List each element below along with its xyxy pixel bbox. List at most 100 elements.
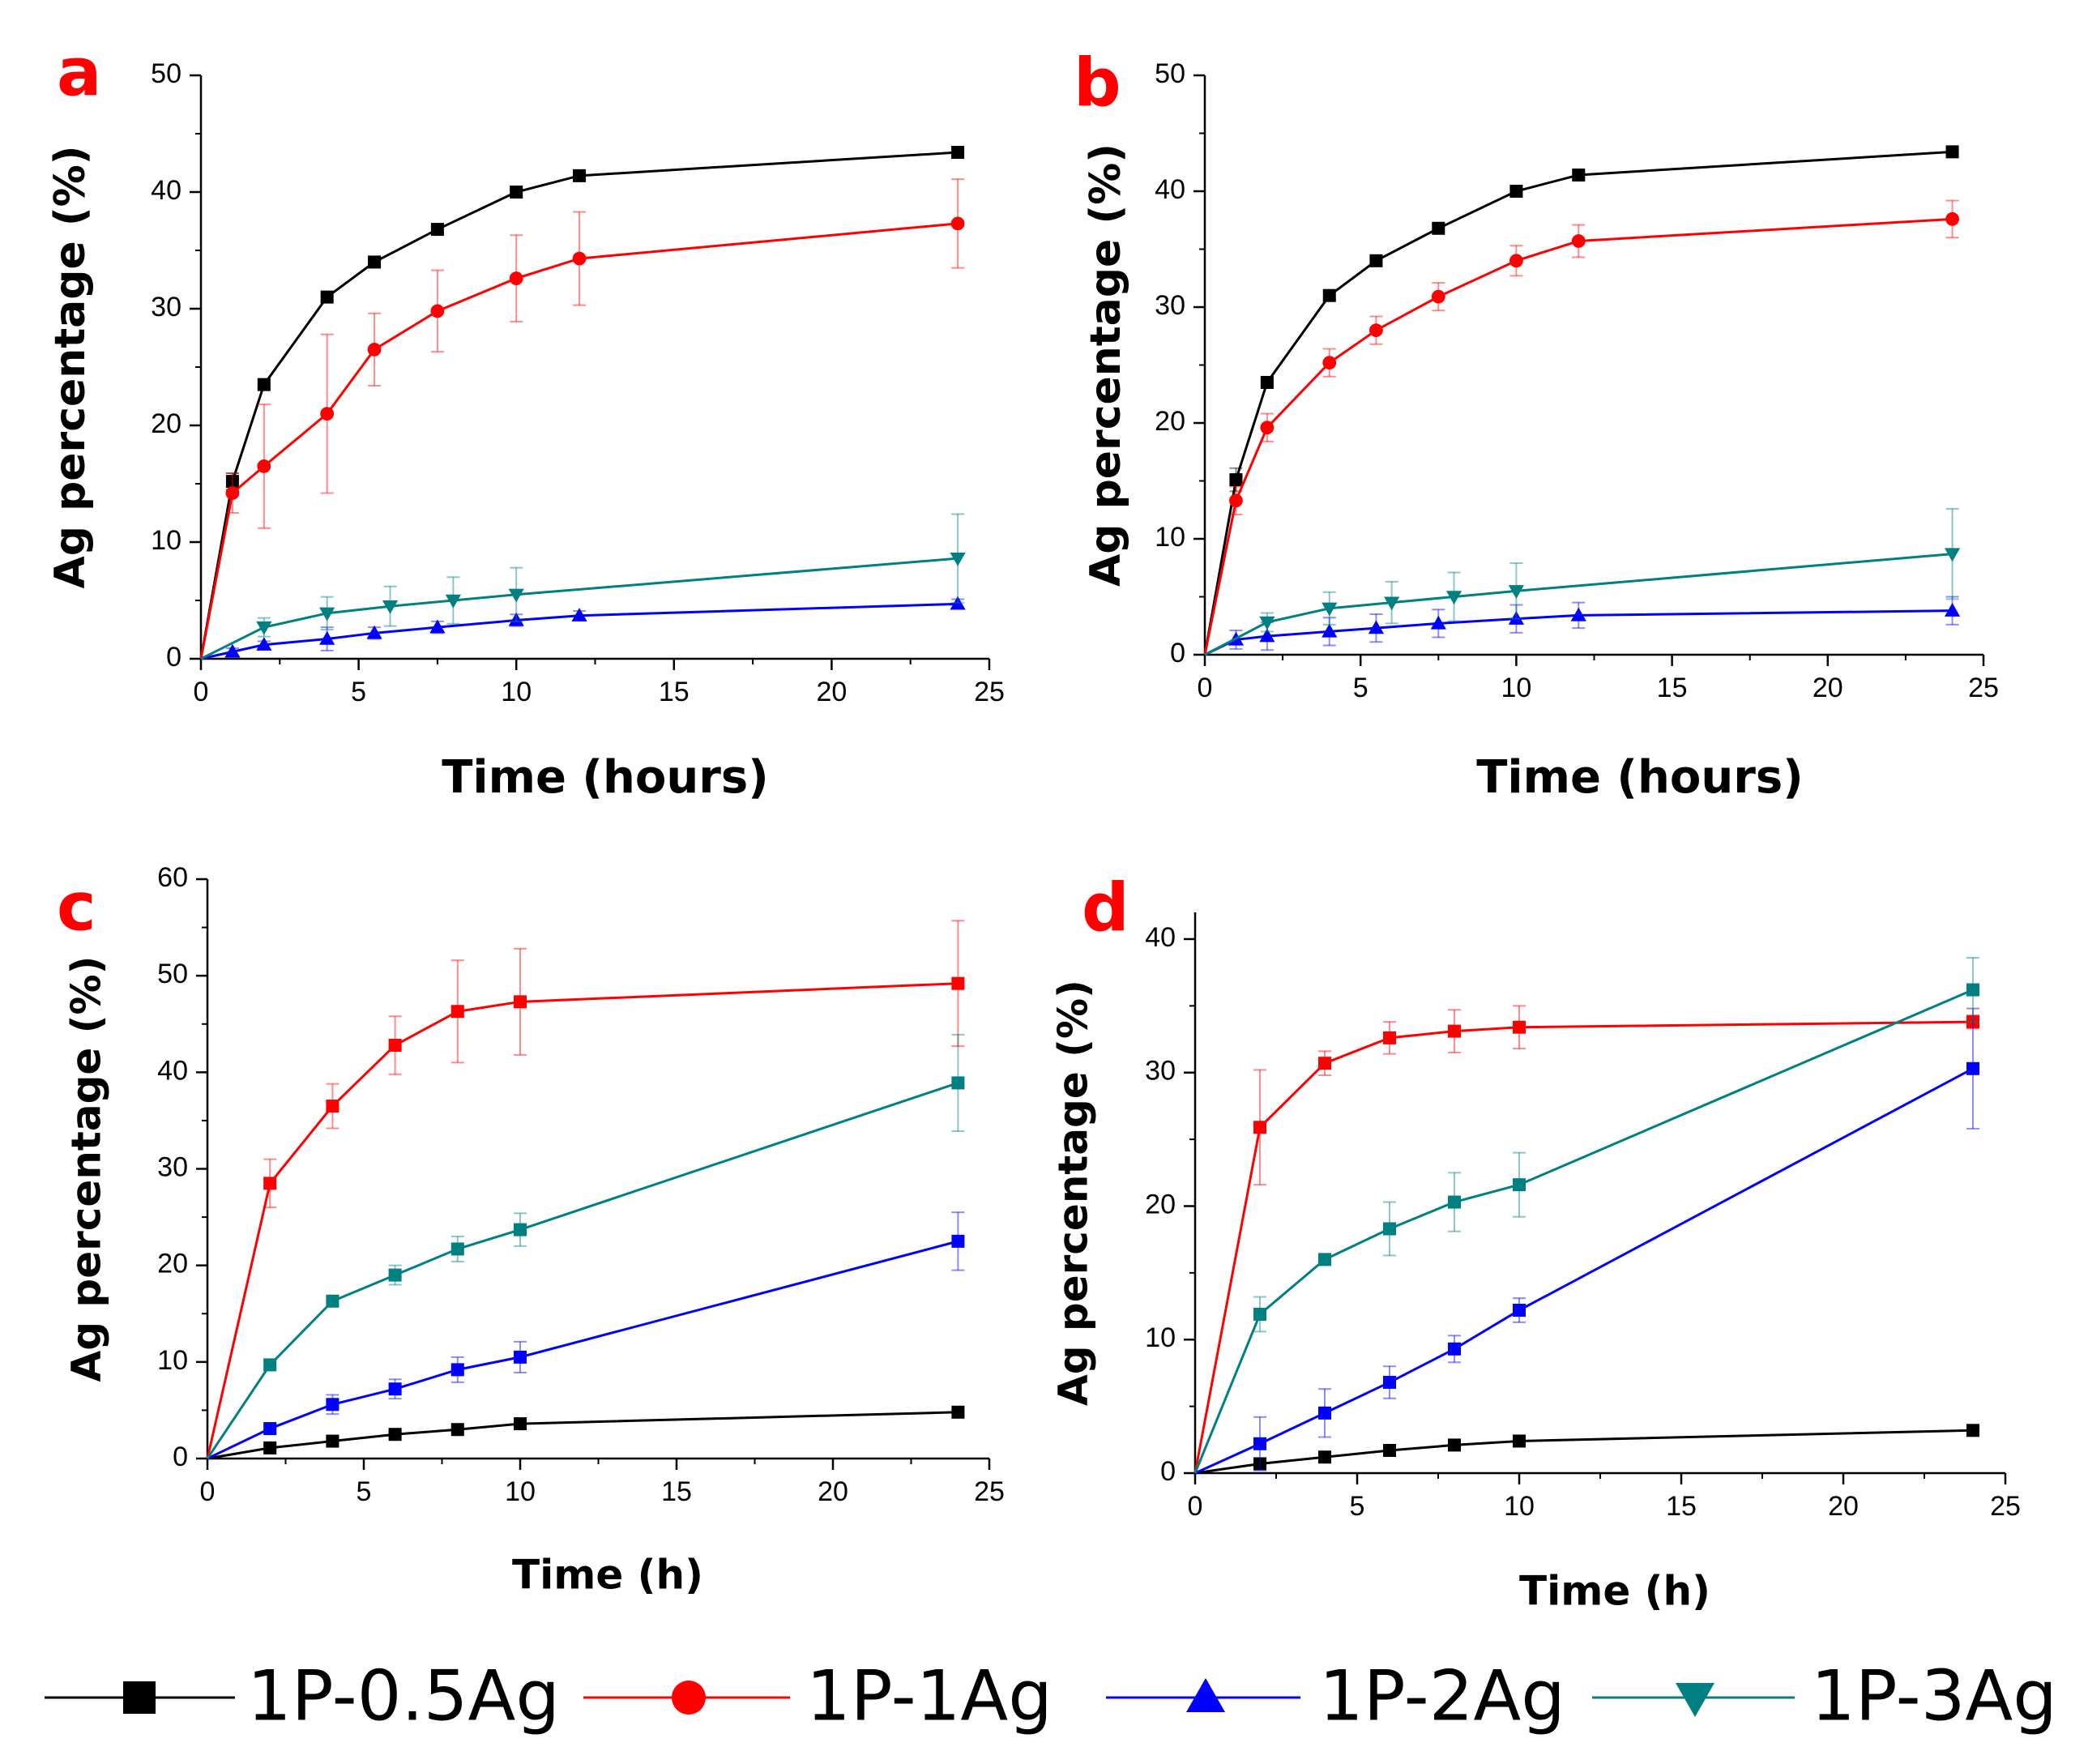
marker-square <box>1253 1121 1266 1134</box>
y-tick-label: 50 <box>157 959 188 989</box>
y-tick-label: 0 <box>1170 638 1185 668</box>
y-tick-label: 0 <box>166 642 181 673</box>
panel-label: d <box>1082 869 1129 946</box>
marker-square <box>326 1294 339 1308</box>
marker-square <box>1513 1178 1526 1192</box>
y-tick-label: 20 <box>151 408 181 439</box>
x-tick-label: 20 <box>818 1476 848 1507</box>
marker-square <box>225 475 239 489</box>
series-1P-2Ag <box>207 1211 965 1460</box>
y-axis-title: Ag percentage (%) <box>63 956 110 1382</box>
marker-square <box>450 1242 464 1256</box>
series-1P-1Ag <box>1203 199 1959 656</box>
x-tick-label: 25 <box>974 677 1005 707</box>
marker-square <box>1966 1424 1979 1437</box>
y-tick-label: 40 <box>157 1055 188 1086</box>
marker-square <box>514 1350 527 1364</box>
marker-square <box>1966 1061 1979 1075</box>
series-1P-0.5Ag <box>199 146 965 660</box>
x-tick-label: 10 <box>501 677 532 707</box>
y-tick-label: 50 <box>1155 58 1185 89</box>
x-tick-label: 25 <box>1968 673 1999 703</box>
series-1P-1Ag <box>1193 1005 1979 1474</box>
marker-triangle-down <box>319 607 335 621</box>
marker-circle <box>1571 234 1586 248</box>
marker-square <box>430 223 444 237</box>
marker-triangle-up <box>1186 1678 1225 1712</box>
marker-circle <box>225 486 240 500</box>
marker-circle <box>950 216 965 231</box>
marker-triangle-up <box>950 596 966 610</box>
y-tick-label: 0 <box>1160 1456 1176 1487</box>
marker-square <box>450 1363 464 1377</box>
x-tick-label: 20 <box>1813 673 1843 703</box>
marker-circle <box>1431 289 1445 304</box>
marker-square <box>1318 1406 1331 1420</box>
x-tick-label: 15 <box>1657 673 1688 703</box>
series-1P-2Ag <box>1194 1007 1979 1475</box>
marker-triangle-down <box>1944 548 1961 562</box>
marker-square <box>1513 1434 1526 1448</box>
marker-square <box>1945 145 1959 159</box>
x-tick-label: 20 <box>816 677 847 707</box>
marker-triangle-up <box>1322 623 1338 638</box>
series-line <box>1193 1020 1974 1474</box>
legend-item-1P-1Ag: 1P-1Ag <box>583 1655 1053 1736</box>
series-1P-3Ag <box>200 513 966 660</box>
marker-square <box>1509 185 1523 198</box>
marker-square <box>1318 1253 1331 1266</box>
panel-label: c <box>57 869 96 946</box>
marker-triangle-down <box>1508 585 1524 599</box>
y-tick-label: 40 <box>1145 922 1176 953</box>
y-tick-label: 30 <box>157 1151 188 1182</box>
marker-triangle-up <box>1430 615 1446 630</box>
x-tick-label: 0 <box>1188 1491 1203 1522</box>
y-tick-label: 60 <box>157 862 188 893</box>
y-tick-label: 0 <box>173 1442 188 1472</box>
legend-label: 1P-1Ag <box>806 1655 1053 1736</box>
marker-circle <box>1369 323 1383 337</box>
marker-square <box>263 1358 277 1372</box>
y-axis-title: Ag percentage (%) <box>46 146 95 589</box>
chart-panel-d: d 0 5 10 15 20 25 0 10 20 30 40 Time (h) Ag percentag… <box>1050 869 2021 1614</box>
marker-circle <box>367 343 382 357</box>
marker-square <box>1383 1443 1396 1457</box>
series-line <box>1193 989 1974 1474</box>
x-tick-label: 25 <box>974 1476 1005 1507</box>
marker-circle <box>430 304 445 318</box>
x-tick-label: 5 <box>1350 1491 1365 1522</box>
marker-triangle-down <box>508 588 524 603</box>
marker-circle <box>1260 421 1275 435</box>
marker-square <box>951 976 965 990</box>
marker-square <box>1383 1375 1396 1389</box>
panel-label: b <box>1074 45 1121 122</box>
legend-label: 1P-2Ag <box>1319 1655 1565 1736</box>
marker-triangle-down <box>382 600 399 614</box>
marker-square <box>388 1428 402 1442</box>
triangle-down-icon <box>1676 1683 1714 1717</box>
series-1P-0.5Ag <box>207 1405 965 1460</box>
marker-circle <box>672 1681 706 1715</box>
chart-panel-a: a 0 5 10 15 20 25 0 10 20 30 40 50 Time (hours) Ag per… <box>46 34 1005 804</box>
marker-square <box>450 1005 464 1019</box>
y-tick-label: 10 <box>1155 522 1185 553</box>
marker-square <box>510 186 523 199</box>
marker-square <box>951 1076 965 1090</box>
marker-circle <box>320 407 335 421</box>
legend: 1P-0.5Ag 1P-1Ag 1P-2Ag 1P-3Ag <box>45 1655 2057 1736</box>
legend-label: 1P-0.5Ag <box>247 1655 560 1736</box>
x-tick-label: 10 <box>1501 673 1531 703</box>
marker-square <box>1383 1222 1396 1236</box>
marker-square <box>320 290 334 304</box>
marker-triangle-down <box>950 552 966 566</box>
x-tick-label: 10 <box>505 1476 536 1507</box>
y-axis-title: Ag percentage (%) <box>1050 980 1097 1406</box>
marker-square <box>951 1234 965 1248</box>
chart-panel-c: c 0 5 10 15 20 25 0 10 20 30 40 50 60 Time (h) Ag perce… <box>57 862 1005 1599</box>
marker-square <box>1383 1031 1396 1044</box>
legend-item-1P-0.5Ag: 1P-0.5Ag <box>45 1655 560 1736</box>
series-1P-1Ag <box>199 178 965 660</box>
x-axis-title: Time (hours) <box>1476 751 1804 804</box>
y-tick-label: 40 <box>151 175 181 206</box>
marker-square <box>1318 1057 1331 1070</box>
